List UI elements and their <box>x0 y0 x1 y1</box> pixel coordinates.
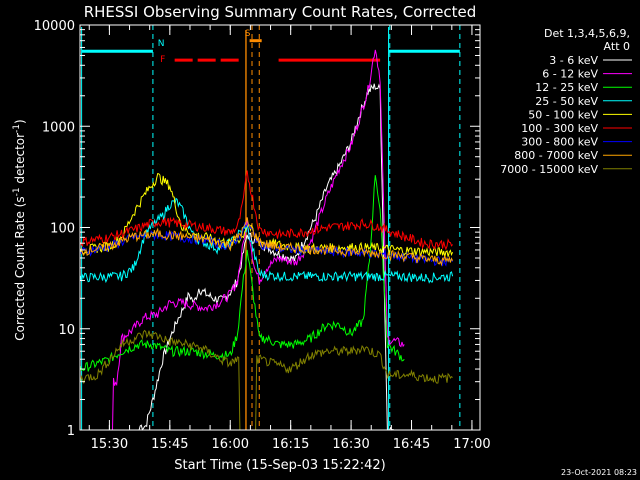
flag-label-f: F <box>160 55 165 65</box>
y-axis-label-part2: detector <box>13 133 27 188</box>
series-line-7 <box>80 217 454 267</box>
series-line-8 <box>79 329 453 431</box>
legend-label-5: 100 - 300 keV <box>521 122 598 135</box>
chart-title: RHESSI Observing Summary Count Rates, Co… <box>84 3 477 21</box>
legend-label-8: 7000 - 15000 keV <box>500 163 598 176</box>
legend-label-0: 3 - 6 keV <box>549 54 598 67</box>
legend-title-line1: Det 1,3,4,5,6,9, <box>544 27 630 40</box>
series-line-3 <box>79 197 454 284</box>
y-axis-label-sup2: -1 <box>12 124 22 133</box>
x-tick-label-3: 16:15 <box>272 437 309 452</box>
flag-label-n: N <box>158 39 165 49</box>
legend-label-3: 25 - 50 keV <box>535 95 598 108</box>
legend-title-line2: Att 0 <box>604 40 630 53</box>
legend-label-6: 300 - 800 keV <box>521 136 598 149</box>
y-tick-label-3: 1000 <box>42 120 75 135</box>
legend-label-1: 6 - 12 keV <box>542 68 598 81</box>
timestamp: 23-Oct-2021 08:23 <box>561 468 637 477</box>
flag-label-s: S <box>245 29 251 39</box>
legend-label-7: 800 - 7000 keV <box>514 149 598 162</box>
axes: 1 10 100 1000 10000 15:30 15:45 16:00 16:15 16:30… <box>34 19 491 452</box>
x-tick-label-5: 16:45 <box>393 437 430 452</box>
plot-area: NF S <box>79 25 461 431</box>
x-axis-label: Start Time (15-Sep-03 15:22:42) <box>174 458 385 473</box>
y-tick-label-0: 1 <box>67 424 75 439</box>
x-tick-label-2: 16:00 <box>212 437 249 452</box>
y-tick-label-4: 10000 <box>34 19 75 34</box>
y-axis-label-part3: ) <box>13 119 27 124</box>
y-axis-label-part1: Corrected Count Rate (s <box>13 196 27 340</box>
series-line-2 <box>79 175 405 372</box>
series-line-5 <box>79 170 453 251</box>
y-tick-label-1: 10 <box>58 323 75 338</box>
y-axis-label: Corrected Count Rate (s-1 detector-1) <box>12 119 27 340</box>
y-tick-label-2: 100 <box>50 222 75 237</box>
legend-label-4: 50 - 100 keV <box>528 108 598 121</box>
x-tick-label-6: 17:00 <box>453 437 490 452</box>
x-tick-label-0: 15:30 <box>91 437 128 452</box>
series-line-1 <box>109 49 405 431</box>
x-tick-label-1: 15:45 <box>151 437 188 452</box>
x-tick-label-4: 16:30 <box>332 437 369 452</box>
legend-label-2: 12 - 25 keV <box>535 81 598 94</box>
y-axis-label-sup1: -1 <box>12 187 22 196</box>
